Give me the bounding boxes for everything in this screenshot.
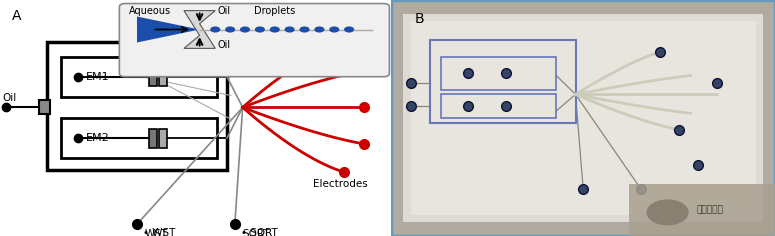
FancyBboxPatch shape xyxy=(39,100,50,114)
FancyBboxPatch shape xyxy=(47,42,227,170)
Circle shape xyxy=(284,26,294,33)
Text: EM2: EM2 xyxy=(86,133,110,143)
Text: Aqueous: Aqueous xyxy=(129,6,171,16)
Text: Electrodes: Electrodes xyxy=(313,179,368,189)
Circle shape xyxy=(255,26,265,33)
Text: Droplets: Droplets xyxy=(254,6,295,16)
Text: Oil: Oil xyxy=(2,93,16,103)
Circle shape xyxy=(225,26,236,33)
Text: Oil: Oil xyxy=(217,6,230,16)
Text: B: B xyxy=(415,12,424,26)
FancyBboxPatch shape xyxy=(149,129,157,148)
FancyBboxPatch shape xyxy=(159,129,167,148)
Polygon shape xyxy=(184,11,215,48)
Text: A: A xyxy=(12,9,21,23)
FancyBboxPatch shape xyxy=(391,0,775,236)
FancyBboxPatch shape xyxy=(629,184,775,236)
FancyBboxPatch shape xyxy=(403,14,763,222)
Text: 电子发烧友: 电子发烧友 xyxy=(697,206,723,215)
Text: SORT: SORT xyxy=(243,229,270,236)
Text: WST: WST xyxy=(145,229,168,236)
Circle shape xyxy=(270,26,280,33)
Circle shape xyxy=(315,26,325,33)
Circle shape xyxy=(240,26,250,33)
Circle shape xyxy=(210,26,220,33)
Circle shape xyxy=(329,26,339,33)
FancyBboxPatch shape xyxy=(119,4,389,77)
FancyBboxPatch shape xyxy=(159,67,167,86)
Text: • WST: • WST xyxy=(143,228,175,236)
FancyBboxPatch shape xyxy=(60,57,217,97)
Text: Oil: Oil xyxy=(217,40,230,50)
Circle shape xyxy=(344,26,354,33)
FancyBboxPatch shape xyxy=(149,67,157,86)
Polygon shape xyxy=(137,17,200,42)
Circle shape xyxy=(646,199,689,225)
Text: EM1: EM1 xyxy=(86,72,110,82)
FancyBboxPatch shape xyxy=(411,21,756,215)
Circle shape xyxy=(299,26,309,33)
Text: • SORT: • SORT xyxy=(241,228,277,236)
FancyBboxPatch shape xyxy=(60,118,217,158)
